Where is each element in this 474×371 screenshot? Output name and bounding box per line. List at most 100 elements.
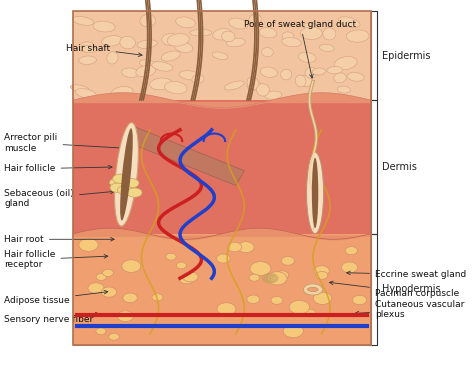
Ellipse shape xyxy=(113,174,128,183)
Text: Dermis: Dermis xyxy=(382,162,416,172)
Ellipse shape xyxy=(76,89,96,98)
Ellipse shape xyxy=(217,254,230,263)
Text: Sensory nerve fiber: Sensory nerve fiber xyxy=(4,312,100,324)
Ellipse shape xyxy=(109,178,125,187)
Ellipse shape xyxy=(337,86,350,93)
Text: Sebaceous (oil)
gland: Sebaceous (oil) gland xyxy=(4,189,114,208)
Ellipse shape xyxy=(312,158,318,228)
Ellipse shape xyxy=(71,85,89,92)
Ellipse shape xyxy=(268,277,272,279)
Ellipse shape xyxy=(152,294,163,301)
Ellipse shape xyxy=(259,28,277,38)
Ellipse shape xyxy=(140,14,155,27)
Ellipse shape xyxy=(312,68,326,75)
Ellipse shape xyxy=(120,36,136,49)
Ellipse shape xyxy=(247,81,262,90)
Ellipse shape xyxy=(247,295,260,303)
Ellipse shape xyxy=(164,81,187,94)
Ellipse shape xyxy=(228,242,242,252)
Ellipse shape xyxy=(301,27,322,40)
Ellipse shape xyxy=(115,123,138,226)
Ellipse shape xyxy=(93,21,115,32)
Ellipse shape xyxy=(110,183,125,192)
Ellipse shape xyxy=(190,29,211,36)
Ellipse shape xyxy=(281,256,294,265)
Ellipse shape xyxy=(282,37,301,47)
Bar xyxy=(73,100,371,234)
Ellipse shape xyxy=(307,152,324,234)
Ellipse shape xyxy=(96,273,107,280)
Ellipse shape xyxy=(79,56,96,65)
Ellipse shape xyxy=(179,71,200,80)
Ellipse shape xyxy=(283,324,303,338)
Ellipse shape xyxy=(224,81,244,90)
Ellipse shape xyxy=(176,262,186,269)
Ellipse shape xyxy=(102,269,113,276)
Ellipse shape xyxy=(212,52,228,59)
Ellipse shape xyxy=(304,309,316,317)
Ellipse shape xyxy=(295,75,306,87)
Text: Hair follicle: Hair follicle xyxy=(4,164,112,173)
Ellipse shape xyxy=(247,77,259,89)
Text: Eccrine sweat gland: Eccrine sweat gland xyxy=(346,270,466,279)
Ellipse shape xyxy=(305,67,317,78)
Ellipse shape xyxy=(346,30,369,42)
Text: Epidermis: Epidermis xyxy=(382,51,430,60)
Ellipse shape xyxy=(319,44,334,52)
Ellipse shape xyxy=(260,67,277,78)
Ellipse shape xyxy=(166,253,176,260)
Ellipse shape xyxy=(338,17,360,27)
Ellipse shape xyxy=(283,32,294,41)
Ellipse shape xyxy=(228,18,248,29)
Bar xyxy=(73,11,371,345)
Ellipse shape xyxy=(174,42,193,53)
Ellipse shape xyxy=(345,247,357,255)
Ellipse shape xyxy=(79,239,98,251)
Ellipse shape xyxy=(267,272,287,285)
Ellipse shape xyxy=(296,75,313,86)
Ellipse shape xyxy=(262,47,273,57)
Ellipse shape xyxy=(152,62,173,71)
Ellipse shape xyxy=(303,23,318,30)
Ellipse shape xyxy=(323,28,336,40)
Ellipse shape xyxy=(136,65,156,77)
Ellipse shape xyxy=(79,42,93,52)
Ellipse shape xyxy=(167,34,189,46)
Text: Hair root: Hair root xyxy=(4,235,114,244)
Ellipse shape xyxy=(150,78,173,90)
Ellipse shape xyxy=(237,242,254,253)
Bar xyxy=(73,234,371,345)
Text: Arrector pili
muscle: Arrector pili muscle xyxy=(4,133,125,152)
Ellipse shape xyxy=(79,45,96,53)
Ellipse shape xyxy=(183,272,198,282)
Ellipse shape xyxy=(192,75,204,83)
Ellipse shape xyxy=(347,72,364,81)
Ellipse shape xyxy=(137,40,157,48)
Text: Pacinian corpuscle: Pacinian corpuscle xyxy=(329,281,459,298)
Ellipse shape xyxy=(281,69,292,80)
Text: Hair shaft: Hair shaft xyxy=(66,44,142,56)
Ellipse shape xyxy=(275,271,289,280)
Ellipse shape xyxy=(250,262,271,276)
Bar xyxy=(73,11,371,100)
Ellipse shape xyxy=(313,292,332,305)
Ellipse shape xyxy=(111,86,133,97)
Ellipse shape xyxy=(117,311,134,322)
Ellipse shape xyxy=(179,273,194,284)
Text: Pore of sweat gland duct: Pore of sweat gland duct xyxy=(244,20,356,78)
Ellipse shape xyxy=(264,91,282,99)
Ellipse shape xyxy=(353,295,367,305)
Ellipse shape xyxy=(271,296,283,304)
Ellipse shape xyxy=(249,14,261,24)
Ellipse shape xyxy=(139,60,159,69)
Ellipse shape xyxy=(109,333,119,340)
Text: Adipose tissue: Adipose tissue xyxy=(4,290,108,305)
Ellipse shape xyxy=(118,186,132,195)
Bar xyxy=(73,11,371,345)
Ellipse shape xyxy=(256,84,269,96)
Ellipse shape xyxy=(217,303,236,315)
Ellipse shape xyxy=(101,36,122,46)
Ellipse shape xyxy=(176,17,195,28)
Text: Hypodermis: Hypodermis xyxy=(382,285,440,294)
Polygon shape xyxy=(124,126,244,186)
